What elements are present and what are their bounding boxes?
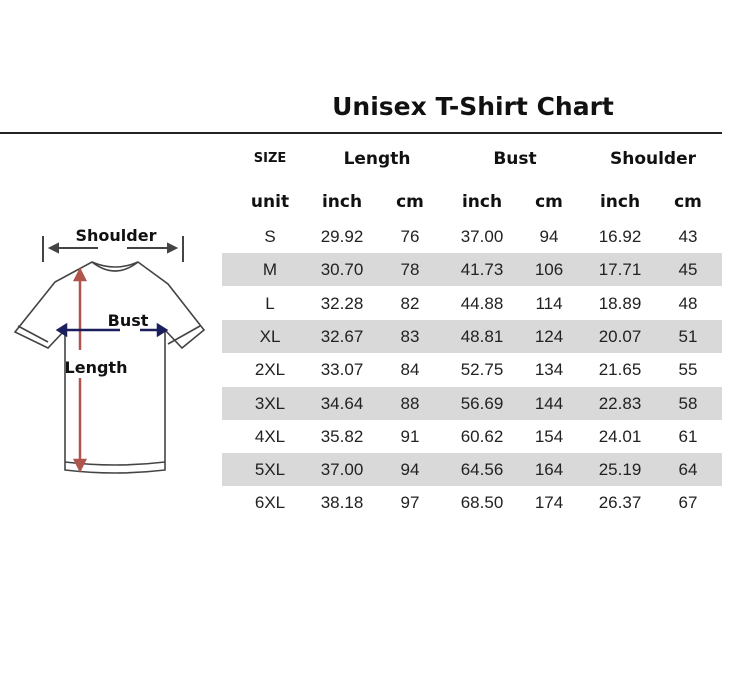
value-cell: 45 <box>678 260 698 280</box>
value-cell: 21.65 <box>598 360 642 380</box>
value-cell: 34.64 <box>320 393 364 413</box>
table-row: M 30.70 78 41.73 106 17.71 45 <box>222 253 722 287</box>
tshirt-diagram <box>13 236 206 474</box>
value-cell: 30.70 <box>320 260 364 280</box>
value-cell: 37.00 <box>320 460 364 480</box>
value-cell: 56.69 <box>460 393 504 413</box>
value-cell: 58 <box>678 393 698 413</box>
value-cell: 164 <box>534 460 564 480</box>
value-cell: 48 <box>678 293 698 313</box>
unit-header: cm <box>535 192 563 212</box>
bust-arrow-icon <box>55 322 169 338</box>
size-cell: XL <box>259 326 281 346</box>
value-cell: 37.00 <box>460 227 504 246</box>
value-cell: 83 <box>400 326 420 346</box>
table-row: 5XL 37.00 94 64.56 164 25.19 64 <box>222 453 722 487</box>
tshirt-outline-icon <box>13 261 206 474</box>
size-cell: 2XL <box>254 360 286 380</box>
size-cell: 4XL <box>254 426 286 446</box>
unit-header: inch <box>321 192 363 212</box>
value-cell: 154 <box>534 426 564 446</box>
bust-label: Bust <box>107 311 149 330</box>
table-row: 3XL 34.64 88 56.69 144 22.83 58 <box>222 386 722 420</box>
value-cell: 16.92 <box>598 227 642 246</box>
table-row: 2XL 33.07 84 52.75 134 21.65 55 <box>222 353 722 386</box>
value-cell: 25.19 <box>598 460 642 480</box>
value-cell: 32.67 <box>320 326 364 346</box>
shoulder-arrow-icon <box>42 236 184 262</box>
table-row: 4XL 35.82 91 60.62 154 24.01 61 <box>222 420 722 453</box>
unit-header: inch <box>599 192 641 212</box>
table-row: L 32.28 82 44.88 114 18.89 48 <box>222 287 722 320</box>
table-row: XL 32.67 83 48.81 124 20.07 51 <box>222 319 722 353</box>
shoulder-header: Shoulder <box>609 149 697 169</box>
size-cell: 5XL <box>254 460 286 480</box>
size-header: SIZE <box>253 151 287 166</box>
value-cell: 88 <box>400 393 420 413</box>
value-cell: 76 <box>400 227 420 246</box>
value-cell: 84 <box>400 360 420 380</box>
shoulder-label: Shoulder <box>75 226 157 245</box>
value-cell: 18.89 <box>598 293 642 313</box>
value-cell: 106 <box>534 260 564 280</box>
chart-title: Unisex T-Shirt Chart <box>332 92 614 121</box>
unit-header: cm <box>674 192 702 212</box>
value-cell: 51 <box>678 326 698 346</box>
value-cell: 134 <box>534 360 564 380</box>
value-cell: 20.07 <box>598 326 642 346</box>
unit-header: cm <box>396 192 424 212</box>
length-header: Length <box>343 149 411 169</box>
size-cell: L <box>265 293 275 313</box>
table-row: 6XL 38.18 97 68.50 174 26.37 67 <box>222 486 722 519</box>
length-arrow-icon <box>72 267 88 473</box>
value-cell: 43 <box>678 227 698 246</box>
table-row: S 29.92 76 37.00 94 16.92 43 <box>222 220 722 253</box>
title-divider <box>0 132 722 134</box>
value-cell: 24.01 <box>598 426 642 446</box>
value-cell: 44.88 <box>460 293 504 313</box>
value-cell: 55 <box>678 360 698 380</box>
bust-header: Bust <box>493 149 537 169</box>
size-cell: 3XL <box>254 393 286 413</box>
value-cell: 32.28 <box>320 293 364 313</box>
value-cell: 17.71 <box>598 260 642 280</box>
value-cell: 144 <box>534 393 564 413</box>
value-cell: 67 <box>678 493 698 513</box>
value-cell: 38.18 <box>320 493 364 513</box>
value-cell: 35.82 <box>320 426 364 446</box>
value-cell: 68.50 <box>460 493 504 513</box>
value-cell: 64.56 <box>460 460 504 480</box>
value-cell: 33.07 <box>320 360 364 380</box>
value-cell: 60.62 <box>460 426 504 446</box>
size-cell: M <box>262 260 278 280</box>
value-cell: 41.73 <box>460 260 504 280</box>
value-cell: 52.75 <box>460 360 504 380</box>
value-cell: 78 <box>400 260 420 280</box>
value-cell: 174 <box>534 493 564 513</box>
size-cell: S <box>264 227 276 246</box>
value-cell: 48.81 <box>460 326 504 346</box>
value-cell: 97 <box>400 493 420 513</box>
value-cell: 22.83 <box>598 393 642 413</box>
value-cell: 29.92 <box>320 227 364 246</box>
unit-header: inch <box>461 192 503 212</box>
value-cell: 94 <box>539 227 559 246</box>
length-label: Length <box>64 358 128 377</box>
value-cell: 61 <box>678 426 698 446</box>
value-cell: 64 <box>678 460 698 480</box>
value-cell: 26.37 <box>598 493 642 513</box>
value-cell: 91 <box>400 426 420 446</box>
value-cell: 114 <box>535 293 563 313</box>
value-cell: 124 <box>534 326 564 346</box>
value-cell: 82 <box>400 293 420 313</box>
size-cell: 6XL <box>254 493 286 513</box>
value-cell: 94 <box>400 460 420 480</box>
unit-header: unit <box>250 192 290 212</box>
